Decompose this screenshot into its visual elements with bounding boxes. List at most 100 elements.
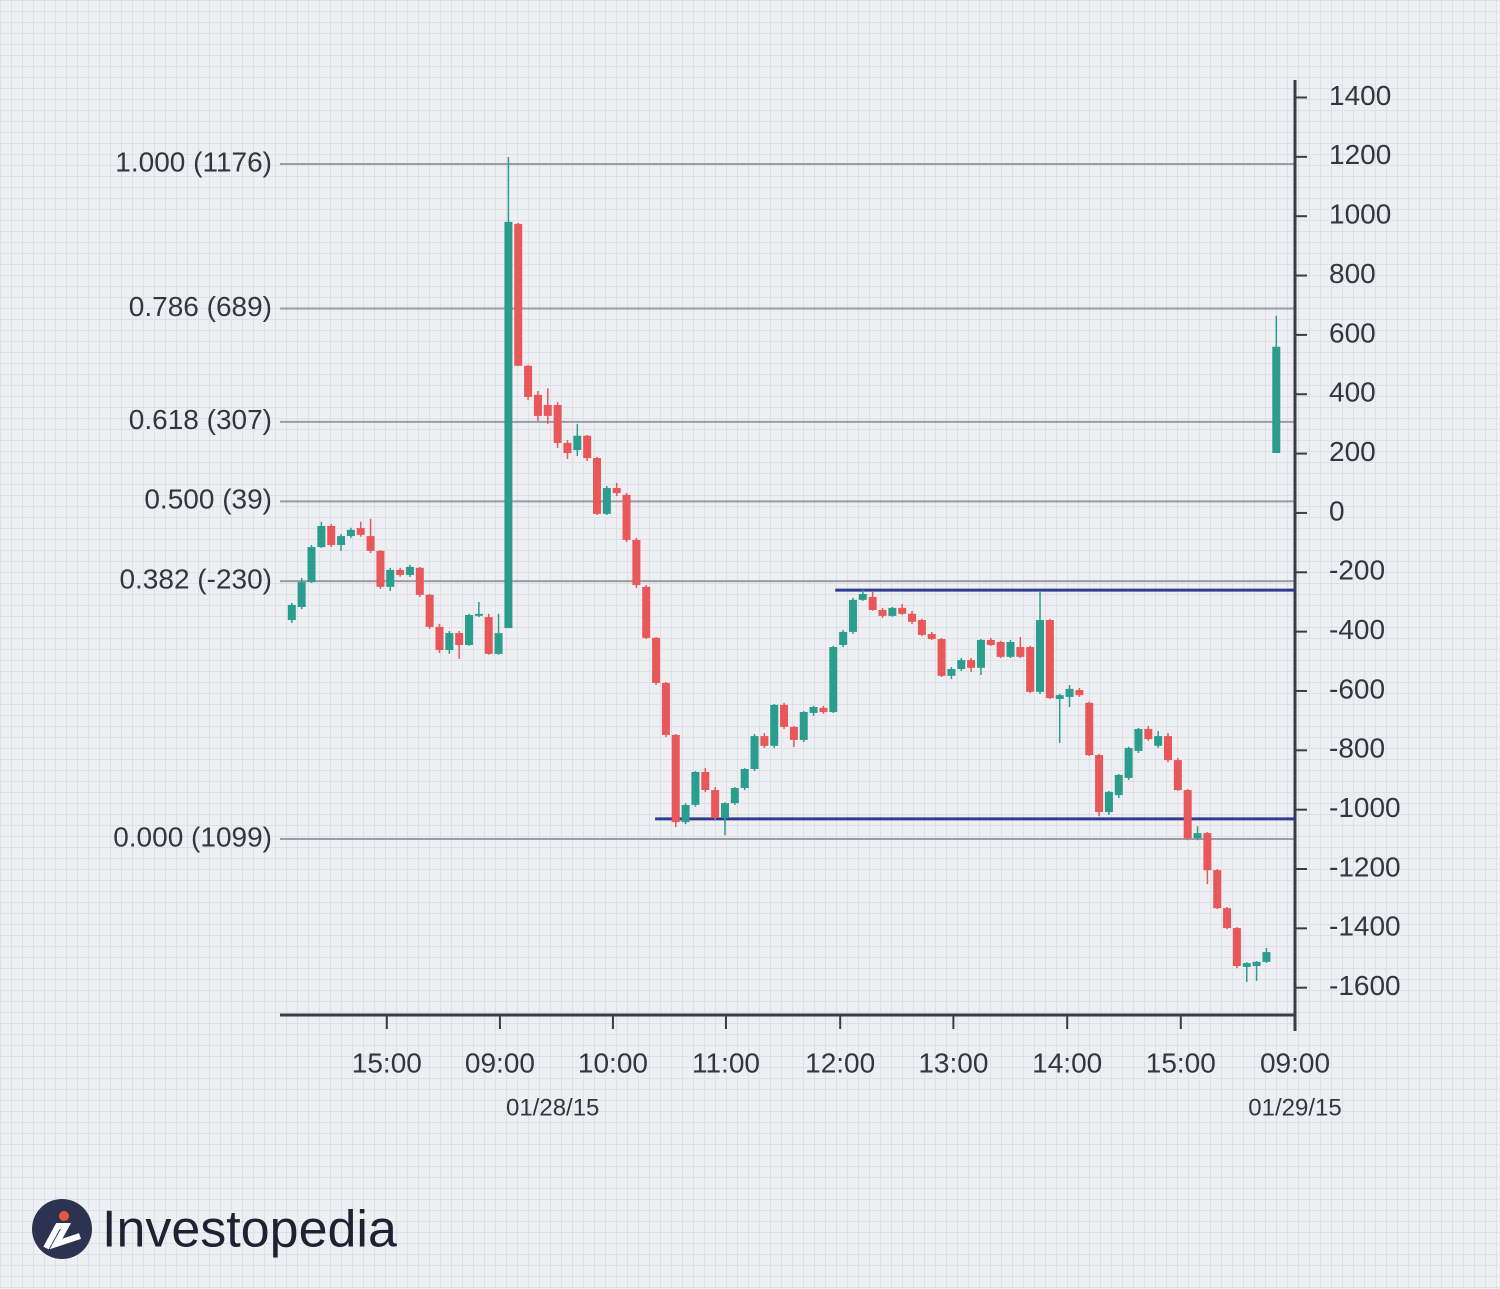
x-tick-label: 10:00: [578, 1047, 648, 1078]
candle-body: [455, 633, 464, 645]
fib-label: 0.618 (307): [129, 404, 272, 435]
candle-body: [819, 707, 828, 713]
y-tick-label: 1200: [1329, 139, 1391, 170]
y-tick-label: -200: [1329, 555, 1385, 586]
candle-body: [622, 494, 631, 540]
y-tick-label: 1400: [1329, 80, 1391, 111]
candle-body: [730, 788, 739, 804]
candle-body: [1173, 760, 1182, 791]
y-tick-label: -600: [1329, 673, 1385, 704]
candle-body: [287, 604, 296, 621]
candle-body: [1045, 620, 1054, 699]
candle-body: [465, 615, 474, 645]
candle-body: [396, 569, 405, 575]
y-tick-label: -1600: [1329, 970, 1401, 1001]
candle-body: [799, 712, 808, 740]
y-tick-label: 800: [1329, 258, 1376, 289]
fib-label: 0.000 (1099): [113, 821, 272, 852]
candle-body: [1016, 647, 1025, 657]
candle-body: [829, 647, 838, 713]
candle-body: [504, 221, 513, 629]
candle-body: [967, 660, 976, 668]
candle-body: [356, 528, 365, 535]
y-tick-label: 600: [1329, 317, 1376, 348]
x-tick-label: 09:00: [465, 1047, 535, 1078]
candle-body: [514, 223, 523, 366]
candle-body: [770, 704, 779, 746]
candle-body: [1144, 728, 1153, 740]
candle-body: [927, 633, 936, 640]
candle-body: [868, 596, 877, 610]
candle-body: [425, 594, 434, 627]
candle-body: [1124, 747, 1133, 778]
candle-body: [1242, 963, 1251, 967]
candle-body: [553, 404, 562, 443]
candle-body: [740, 769, 749, 789]
candle-body: [848, 599, 857, 632]
candle-body: [602, 488, 611, 514]
fib-label: 1.000 (1176): [115, 146, 272, 177]
candle-body: [1075, 690, 1084, 696]
candle-body: [612, 488, 621, 494]
candle-body: [1252, 961, 1261, 967]
candle-body: [415, 567, 424, 595]
logo-mark: [43, 1223, 81, 1250]
candle-body: [652, 637, 661, 683]
candle-body: [780, 704, 789, 727]
logo: Investopedia: [32, 1199, 397, 1259]
candle-body: [494, 633, 503, 654]
y-tick-label: 0: [1329, 495, 1345, 526]
candle-body: [307, 547, 316, 583]
candle-body: [1065, 688, 1074, 697]
candle-body: [986, 639, 995, 645]
candle-body: [642, 586, 651, 638]
x-tick-label: 11:00: [692, 1047, 760, 1078]
candle-body: [858, 593, 867, 600]
candle-body: [947, 669, 956, 676]
x-tick-label: 14:00: [1032, 1047, 1102, 1078]
candle-body: [573, 435, 582, 451]
candle-body: [976, 639, 985, 668]
x-tick-label: 13:00: [918, 1047, 988, 1078]
candle-body: [543, 404, 552, 416]
candle-body: [405, 566, 414, 575]
candle-body: [1272, 346, 1281, 453]
candle-body: [632, 539, 641, 586]
candle-body: [1213, 870, 1222, 909]
candle-body: [593, 458, 602, 514]
y-tick-label: -1400: [1329, 911, 1401, 942]
candle-body: [1193, 833, 1202, 839]
fib-label: 0.500 (39): [144, 484, 272, 515]
candle-body: [750, 736, 759, 770]
candle-body: [1085, 702, 1094, 756]
date-label: 01/29/15: [1248, 1094, 1341, 1121]
candle-body: [839, 631, 848, 645]
candle-body: [661, 682, 670, 735]
candle-body: [1203, 833, 1212, 871]
candle-body: [1114, 774, 1123, 796]
x-tick-label: 09:00: [1260, 1047, 1330, 1078]
candle-body: [533, 394, 542, 416]
candle-body: [809, 706, 818, 713]
candle-body: [524, 365, 533, 397]
candle-body: [1134, 728, 1143, 751]
candle-body: [671, 734, 680, 823]
candle-body: [1232, 928, 1241, 967]
candle-body: [346, 529, 355, 537]
candle-body: [1262, 952, 1271, 962]
candle-body: [701, 771, 710, 791]
candle-body: [1006, 642, 1015, 657]
y-tick-label: 200: [1329, 436, 1376, 467]
candle-body: [1095, 755, 1104, 813]
candle-body: [435, 626, 444, 651]
candle-body: [996, 642, 1005, 657]
candle-body: [908, 613, 917, 622]
candle-body: [1154, 736, 1163, 746]
candle-body: [376, 550, 385, 587]
candle-body: [1183, 790, 1192, 839]
x-tick-label: 15:00: [352, 1047, 422, 1078]
candle-body: [1026, 647, 1035, 692]
candle-body: [474, 613, 483, 616]
candle-body: [681, 804, 690, 823]
